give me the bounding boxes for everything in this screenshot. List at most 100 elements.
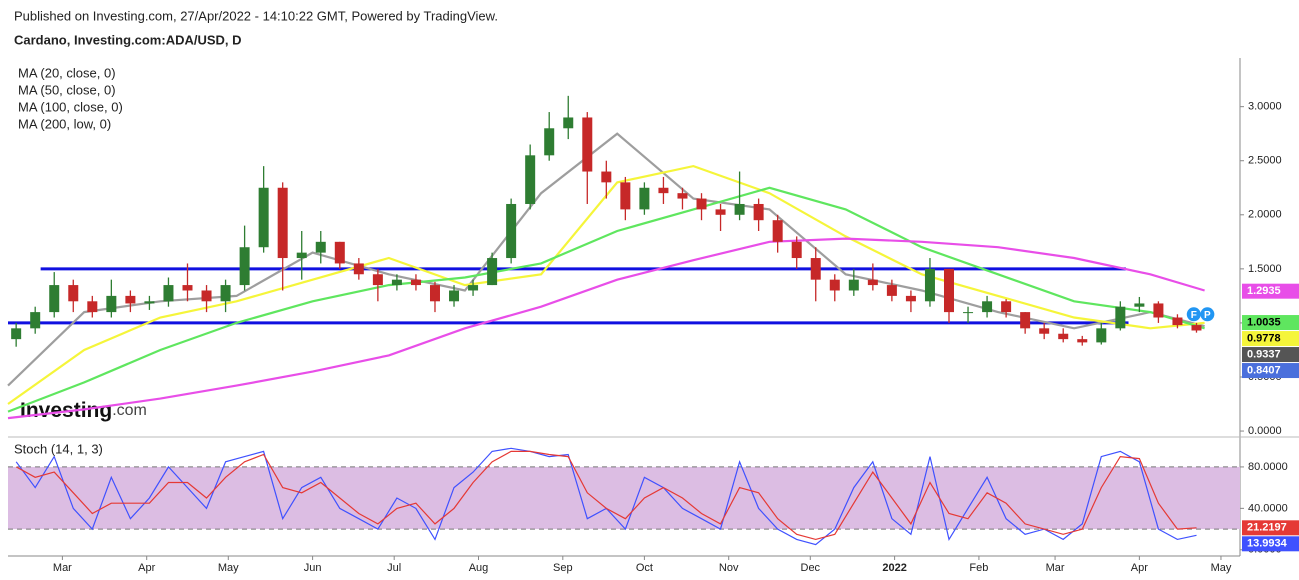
price-label: 13.9934 (1247, 538, 1288, 550)
candle-body (487, 258, 498, 286)
candle-body (1115, 306, 1126, 329)
line-series (15, 450, 1197, 541)
candle-body (1134, 303, 1145, 307)
candle-body (11, 328, 22, 340)
candle-body (639, 187, 650, 210)
y-tick-label: 80.0000 (1248, 461, 1288, 473)
candle-body (125, 295, 136, 304)
candle-body (848, 279, 859, 291)
candle-body (163, 285, 174, 302)
candle-body (1153, 303, 1164, 318)
x-tick-label: Mar (1046, 562, 1065, 574)
candle-body (258, 187, 269, 248)
price-label-box (1242, 315, 1299, 331)
candle-body (353, 263, 364, 275)
x-tick-label: Sep (553, 562, 573, 574)
candle-body (334, 241, 345, 264)
candle-body (410, 279, 421, 286)
candle-body (563, 117, 574, 129)
candle-body (1172, 317, 1183, 326)
candle-body (905, 295, 916, 302)
price-label: 1.0035 (1247, 316, 1281, 328)
price-label: 0.8407 (1247, 364, 1281, 376)
candle-body (810, 258, 821, 280)
event-marker (1200, 307, 1215, 322)
candle-body (506, 203, 517, 259)
candle-body (1039, 328, 1050, 334)
published-note: Published on Investing.com, 27/Apr/2022 … (14, 8, 498, 23)
logo: Investing.com (20, 399, 147, 422)
price-label: 21.2197 (1247, 522, 1287, 534)
candle-body (30, 312, 41, 329)
candle-body (1001, 301, 1012, 313)
candle-body (544, 128, 555, 156)
panel-title: Stoch (14, 1, 3) (14, 441, 103, 456)
y-tick-label: 3.0000 (1248, 101, 1282, 113)
candle-body (1096, 328, 1107, 343)
candle-body (943, 268, 954, 313)
y-tick-label: 40.0000 (1248, 502, 1288, 514)
candle-body (696, 198, 707, 210)
x-tick-label: Aug (469, 562, 489, 574)
candle-body (582, 117, 593, 172)
price-label-box (1242, 347, 1299, 363)
event-label: F (1191, 310, 1197, 321)
candle-body (239, 247, 250, 286)
candle-body (201, 290, 212, 302)
price-label-box (1242, 283, 1299, 299)
candle-body (220, 285, 231, 302)
price-label: 1.2935 (1247, 285, 1281, 297)
y-tick-label: 1.5000 (1248, 263, 1282, 275)
candle-body (372, 274, 383, 286)
x-tick-label: Mar (53, 562, 72, 574)
candle-body (829, 279, 840, 291)
x-tick-label: Nov (719, 562, 739, 574)
candle-body (391, 279, 402, 286)
x-tick-label: Oct (636, 562, 653, 574)
event-marker (1186, 307, 1201, 322)
stoch-band (8, 466, 1240, 530)
candle-body (791, 241, 802, 259)
x-tick-label: Jul (387, 562, 401, 574)
candle-body (886, 285, 897, 296)
x-tick-label: 2022 (882, 562, 906, 574)
candle-body (734, 203, 745, 215)
y-tick-label: 2.5000 (1248, 155, 1282, 167)
candle-body (49, 285, 60, 313)
legend-entry: MA (50, close, 0) (18, 82, 116, 97)
candle-body (601, 171, 612, 183)
candle-body (449, 290, 460, 302)
candle-body (753, 203, 764, 221)
price-label-box (1242, 536, 1299, 552)
candle-body (924, 268, 935, 302)
candle-body (982, 301, 993, 313)
candle-body (1077, 339, 1088, 343)
candle-body (429, 285, 440, 302)
y-tick-label: 2.0000 (1248, 209, 1282, 221)
line-series (7, 164, 1205, 405)
candle-body (867, 279, 878, 286)
x-tick-label: May (218, 562, 239, 574)
line-series (7, 237, 1205, 420)
price-label: 0.9778 (1247, 332, 1281, 344)
candle-body (963, 312, 974, 314)
candle-body (677, 193, 688, 199)
candle-body (68, 285, 79, 302)
x-tick-label: Jun (304, 562, 322, 574)
x-tick-label: May (1211, 562, 1232, 574)
x-tick-label: Apr (138, 562, 155, 574)
candle-body (182, 285, 193, 291)
logo-suffix: .com (112, 402, 147, 419)
candle-body (715, 209, 726, 215)
candle-body (1058, 333, 1069, 340)
price-label-box (1242, 520, 1299, 536)
candle-body (315, 241, 326, 253)
candle-body (1191, 325, 1202, 331)
legend-entry: MA (20, close, 0) (18, 65, 116, 80)
candle-body (296, 252, 307, 259)
logo-brand: Investing (20, 399, 112, 422)
candle-body (658, 187, 669, 194)
x-tick-label: Feb (969, 562, 988, 574)
candle-body (620, 182, 631, 210)
